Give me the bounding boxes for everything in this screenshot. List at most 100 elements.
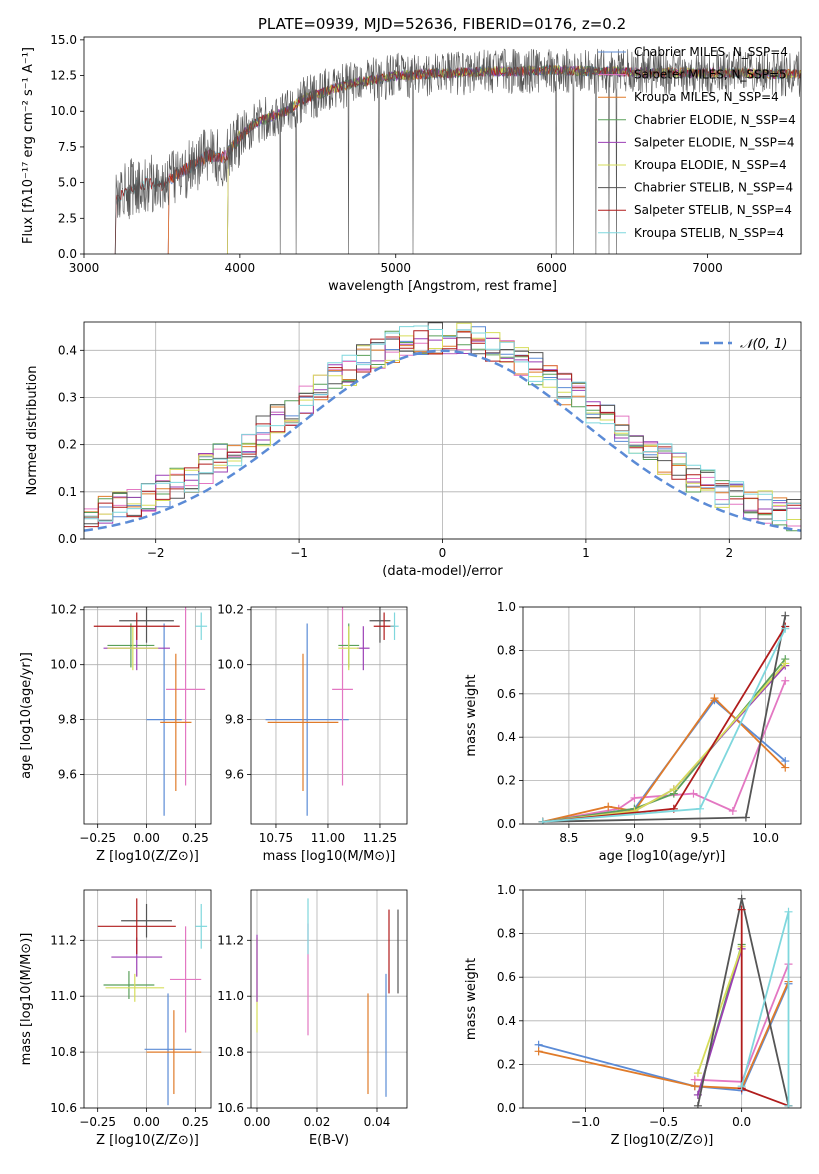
y-tick-label: 0.8	[497, 643, 516, 657]
x-tick-label: 0.00	[133, 1115, 160, 1129]
x-axis-label: (data-model)/error	[382, 564, 503, 579]
error-bar-point	[166, 607, 206, 786]
x-tick-label: 11.00	[311, 831, 345, 845]
weight-marker	[669, 785, 678, 794]
residuals-axes: −2 −1 0 1 2 0.0 0.1 0.2 0.3 0.4 (data-model)/error…	[25, 321, 802, 579]
weight-marker	[737, 894, 746, 903]
weight-marker	[728, 806, 737, 815]
y-tick-label: 10.0	[50, 104, 77, 118]
y-tick-label: 0.2	[58, 438, 77, 452]
error-bar-point	[146, 1010, 202, 1095]
error-bar-point	[107, 626, 159, 671]
spectrum-plot-area	[114, 48, 801, 254]
weight-series-line	[542, 626, 787, 823]
x-tick-label: 6000	[536, 261, 567, 275]
legend-label: Kroupa ELODIE, N_SSP=4	[634, 158, 787, 172]
x-tick-label: 0.0	[732, 1115, 751, 1129]
weight-marker	[741, 813, 750, 822]
x-tick-label: 4000	[225, 261, 256, 275]
weight-marker	[689, 789, 698, 798]
weight-series-line	[538, 981, 790, 1090]
age_vs_Z-axes: −0.25 0.00 0.25 9.6 9.8 10.0 10.2 Z [log10(Z/Z⊙…	[19, 603, 212, 864]
error-bar-point	[338, 626, 360, 671]
y-tick-label: 9.8	[58, 713, 77, 727]
y-tick-label: 5.0	[58, 176, 77, 190]
y-tick-label: 0.0	[497, 817, 516, 831]
weight_vs_age-plot-area	[538, 611, 790, 824]
mass_vs_ebv-axes: 0.00 0.02 0.04 10.6 10.8 11.0 11.2 E(B-V)	[217, 889, 408, 1148]
histogram-series-line	[84, 325, 801, 522]
y-tick-label: 1.0	[497, 883, 516, 897]
figure-title: PLATE=0939, MJD=52636, FIBERID=0176, z=0…	[258, 15, 626, 33]
weight-marker	[630, 793, 639, 802]
x-tick-label: 9.5	[690, 831, 709, 845]
weight-marker	[784, 907, 793, 916]
y-tick-label: 0.0	[497, 1101, 516, 1115]
error-bar-point	[121, 903, 172, 938]
y-tick-label: 10.0	[50, 658, 77, 672]
weight_vs_Z-plot-area	[534, 894, 793, 1108]
error-bar-point	[369, 607, 391, 643]
mass_vs_Z-axes: −0.25 0.00 0.25 10.6 10.8 11.0 11.2 Z [log10(Z/…	[19, 889, 212, 1148]
y-tick-label: 11.2	[217, 933, 244, 947]
age_vs_mass-plot-area	[265, 607, 399, 816]
legend-label: Chabrier MILES, N_SSP=4	[634, 45, 788, 59]
x-axis-label: Z [log10(Z/Z⊙)]	[96, 849, 199, 864]
error-bar-point	[195, 903, 208, 949]
age_vs_mass-frame	[250, 606, 408, 825]
x-tick-label: 8.5	[559, 831, 578, 845]
weight_vs_Z-axes: −1.0 −0.5 0.0 0.0 0.2 0.4 0.6 0.8 1.0 Z [log10(Z/…	[464, 883, 802, 1148]
error-bar-point	[93, 612, 180, 640]
y-tick-label: 0.2	[497, 1057, 516, 1071]
y-axis-label: Normed distribution	[25, 366, 40, 496]
weight-marker	[737, 1082, 746, 1091]
y-tick-label: 10.2	[217, 603, 244, 617]
y-tick-label: 0.2	[497, 774, 516, 788]
x-tick-label: 0.00	[244, 1115, 271, 1129]
x-axis-label: mass [log10(M/M⊙)]	[263, 849, 396, 864]
y-tick-label: 0.4	[58, 343, 77, 357]
mass_vs_ebv-frame	[250, 889, 408, 1109]
legend-label: Kroupa MILES, N_SSP=4	[634, 90, 779, 104]
y-tick-label: 11.2	[50, 933, 77, 947]
error-bar-point	[103, 971, 155, 999]
weight-marker	[781, 624, 790, 633]
x-axis-label: E(B-V)	[309, 1133, 349, 1148]
y-tick-label: 0.6	[497, 687, 516, 701]
x-tick-label: 0.04	[364, 1115, 391, 1129]
y-tick-label: 0.8	[497, 927, 516, 941]
mass_vs_ebv-plot-area	[256, 898, 399, 1097]
y-tick-label: 0.4	[497, 1014, 516, 1028]
error-bar-point	[332, 607, 353, 786]
legend-label: Chabrier STELIB, N_SSP=4	[634, 181, 793, 195]
y-tick-label: 7.5	[58, 140, 77, 154]
x-tick-label: 2	[725, 546, 733, 560]
x-tick-label: −2	[147, 546, 165, 560]
y-tick-label: 0.1	[58, 485, 77, 499]
weight-marker	[693, 1101, 702, 1108]
error-bar-point	[97, 898, 176, 955]
weight-marker	[737, 905, 746, 914]
weight_vs_age-frame	[522, 606, 802, 825]
error-bar-point	[195, 612, 208, 640]
spectrum-axes: 3000 4000 5000 6000 7000 0.0 2.5 5.0 7.5 10.0 12.5…	[21, 33, 802, 294]
weight-series-line	[542, 680, 787, 823]
y-tick-label: 11.0	[50, 989, 77, 1003]
weight-marker	[696, 804, 705, 813]
weight-marker	[538, 817, 547, 824]
weight_vs_Z-frame	[522, 889, 802, 1109]
weight-marker	[784, 1101, 793, 1108]
age_vs_mass-axes: 10.75 11.00 11.25 9.6 9.8 10.0 10.2 mass [log10…	[217, 603, 408, 864]
x-tick-label: 1	[582, 546, 590, 560]
x-tick-label: 3000	[69, 261, 100, 275]
y-tick-label: 15.0	[50, 33, 77, 47]
y-tick-label: 0.0	[58, 532, 77, 546]
x-axis-label: Z [log10(Z/Z⊙)]	[96, 1133, 199, 1148]
normal-reference-curve	[84, 349, 801, 532]
residual-legend: 𝒩(0, 1)	[700, 337, 787, 352]
y-tick-label: 0.3	[58, 390, 77, 404]
y-tick-label: 1.0	[497, 600, 516, 614]
error-bar-point	[265, 623, 349, 816]
